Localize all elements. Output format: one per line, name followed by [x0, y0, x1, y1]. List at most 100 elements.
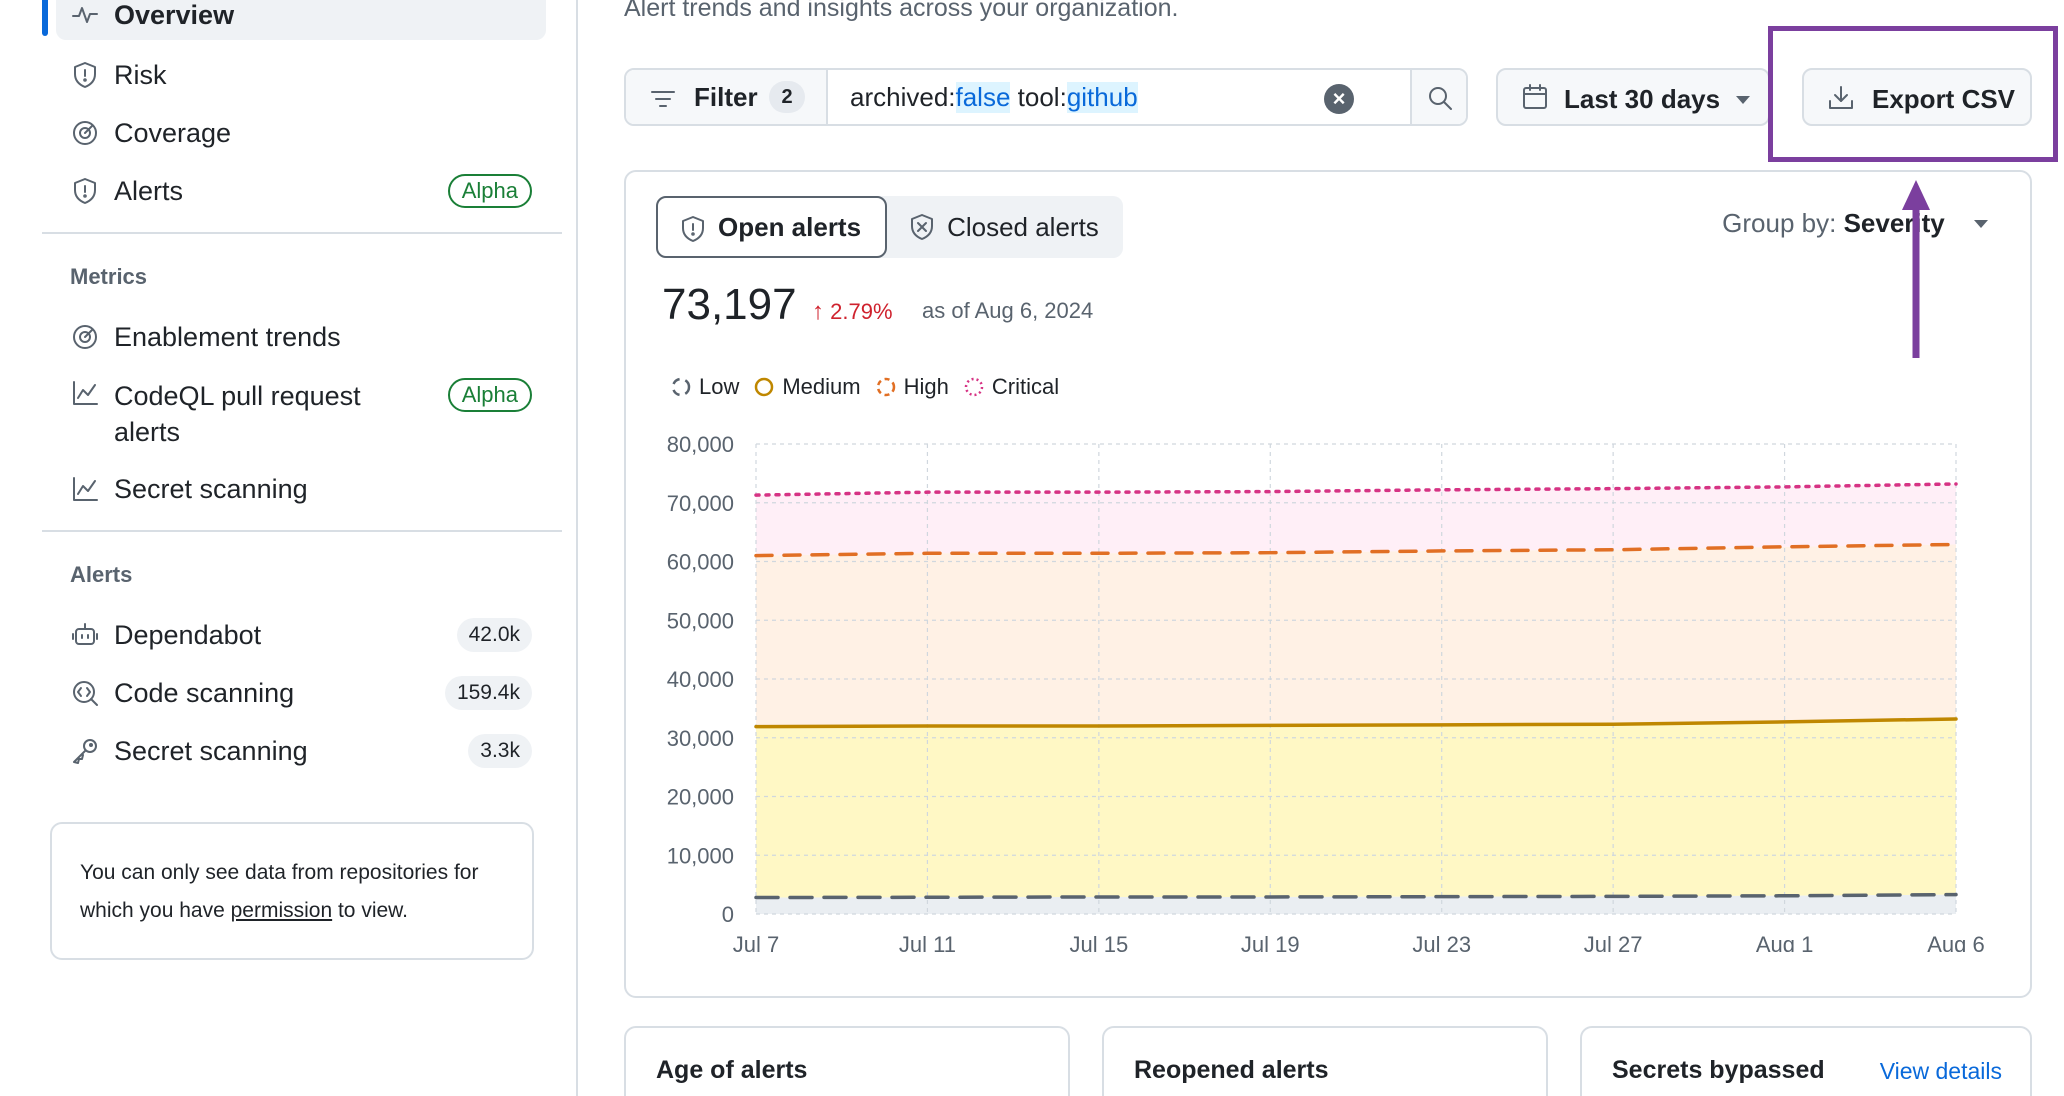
series-line-medium — [754, 717, 1958, 729]
area-medium — [756, 718, 1956, 898]
graph-icon — [73, 381, 98, 405]
sidebar: Overview Risk Coverage Alerts Alpha Metr… — [0, 0, 578, 1096]
section-heading-metrics: Metrics — [70, 264, 148, 289]
export-label: Export CSV — [1872, 84, 2016, 114]
legend-medium-icon — [755, 377, 774, 397]
tab-closed-alerts[interactable]: Closed alerts — [887, 196, 1123, 258]
count-badge: 3.3k — [468, 734, 532, 768]
export-csv-button[interactable]: Export CSV — [1802, 68, 2032, 126]
x-tick-label: Aug 6 — [1927, 932, 1985, 952]
alerts-chart-card: Open alerts Closed alerts Group by: Seve… — [624, 170, 2032, 998]
filter-button[interactable]: Filter 2 — [626, 70, 828, 124]
series-line-high — [754, 542, 1958, 558]
sidebar-item-label: Dependabot — [114, 619, 262, 650]
sidebar-item-secret-scanning-metrics[interactable]: Secret scanning — [56, 464, 546, 514]
alpha-badge: Alpha — [447, 174, 532, 208]
legend-item-low: Low — [670, 374, 739, 400]
series-line-low — [754, 892, 1958, 900]
area-low — [756, 894, 1956, 914]
chevron-down-icon — [1974, 220, 1988, 228]
sidebar-item-dependabot[interactable]: Dependabot 42.0k — [56, 610, 546, 660]
x-tick-label: Jul 15 — [1069, 932, 1128, 952]
x-tick-label: Jul 19 — [1241, 932, 1300, 952]
arrow-up-icon: ↑ — [812, 298, 824, 325]
x-tick-label: Aug 1 — [1756, 932, 1814, 952]
legend-critical-icon — [964, 377, 984, 397]
area-critical — [756, 483, 1956, 556]
query-value: false — [955, 81, 1011, 113]
search-icon — [1429, 87, 1452, 110]
alerts-area-chart: 80,000 70,000 60,000 50,000 40,000 30,000 20,0… — [667, 432, 1985, 952]
alpha-badge: Alpha — [447, 378, 532, 412]
sidebar-item-label: Overview — [114, 0, 235, 30]
chart-legend: Low Medium High Critical — [670, 374, 1063, 400]
sidebar-item-overview[interactable]: Overview — [56, 0, 546, 40]
sidebar-item-risk[interactable]: Risk — [56, 50, 546, 100]
tab-label: Open alerts — [718, 211, 862, 242]
sidebar-item-label: Enablement trends — [114, 321, 341, 352]
permission-link[interactable]: permission — [230, 899, 333, 922]
age-of-alerts-card: Age of alerts — [624, 1026, 1070, 1096]
divider — [42, 232, 562, 234]
pulse-icon — [72, 7, 98, 23]
view-details-link[interactable]: View details — [1879, 1058, 2002, 1084]
chevron-down-icon — [1736, 96, 1750, 104]
filter-icon — [651, 91, 675, 107]
x-tick-label: Jul 27 — [1584, 932, 1643, 952]
area-high — [756, 544, 1956, 727]
sidebar-item-codeql-pr-alerts[interactable]: CodeQL pull request alerts Alpha — [56, 370, 546, 456]
sidebar-item-coverage[interactable]: Coverage — [56, 108, 546, 158]
legend-high-icon — [876, 377, 895, 397]
x-tick-label: Jul 23 — [1412, 932, 1471, 952]
info-text: to view. — [332, 899, 409, 922]
legend-item-critical: Critical — [963, 374, 1059, 400]
info-text: You can only see data from repositories … — [80, 861, 479, 922]
filter-label: Filter — [694, 81, 758, 112]
sidebar-item-label: Code scanning — [114, 677, 295, 708]
group-by-dropdown[interactable]: Group by: Severity — [1722, 208, 1988, 239]
group-by-value: Severity — [1843, 208, 1945, 238]
query-qualifier: tool: — [1017, 81, 1067, 112]
legend-item-medium: Medium — [753, 374, 861, 400]
alert-state-toggle: Open alerts Closed alerts — [656, 196, 1123, 258]
sidebar-item-label: Secret scanning — [114, 735, 308, 766]
codescan-icon — [73, 681, 98, 706]
sidebar-item-code-scanning[interactable]: Code scanning 159.4k — [56, 668, 546, 718]
active-indicator — [42, 0, 48, 36]
legend-item-high: High — [875, 374, 949, 400]
date-range-dropdown[interactable]: Last 30 days — [1496, 68, 1770, 126]
y-tick-label: 10,000 — [667, 843, 734, 868]
annotation-highlight-box — [1768, 26, 2058, 162]
dependabot-icon — [72, 623, 98, 645]
y-tick-label: 40,000 — [667, 667, 734, 692]
shield-icon — [74, 178, 96, 204]
filter-query-input[interactable]: archived: false tool: github × — [828, 70, 1410, 124]
delta-value: 2.79% — [830, 299, 893, 324]
section-heading-alerts: Alerts — [70, 562, 133, 587]
download-icon — [1829, 86, 1853, 109]
query-value: github — [1066, 81, 1138, 113]
y-tick-label: 70,000 — [667, 491, 734, 516]
permission-info-box: You can only see data from repositories … — [50, 822, 534, 960]
clear-filter-icon[interactable]: × — [1324, 84, 1354, 114]
graph-icon — [73, 477, 98, 501]
date-range-label: Last 30 days — [1564, 84, 1721, 114]
sidebar-item-label: Alerts — [114, 175, 184, 206]
sidebar-item-enablement-trends[interactable]: Enablement trends — [56, 312, 546, 362]
sidebar-item-secret-scanning[interactable]: Secret scanning 3.3k — [56, 726, 546, 776]
search-button[interactable] — [1410, 70, 1466, 124]
meter-icon — [73, 121, 97, 145]
total-open-alerts: 73,197 — [662, 280, 797, 329]
meter-icon — [73, 325, 97, 349]
query-qualifier: archived: — [850, 81, 956, 112]
count-badge: 159.4k — [444, 676, 532, 710]
shield-x-icon — [911, 214, 934, 240]
tab-open-alerts[interactable]: Open alerts — [656, 196, 888, 258]
x-tick-label: Jul 11 — [899, 932, 956, 952]
sidebar-item-label: CodeQL pull request alerts — [114, 381, 361, 447]
group-by-label: Group by: — [1722, 208, 1837, 238]
y-tick-label: 30,000 — [667, 726, 734, 751]
sidebar-item-alerts[interactable]: Alerts Alpha — [56, 166, 546, 216]
divider — [42, 530, 562, 532]
tab-label: Closed alerts — [947, 211, 1099, 242]
